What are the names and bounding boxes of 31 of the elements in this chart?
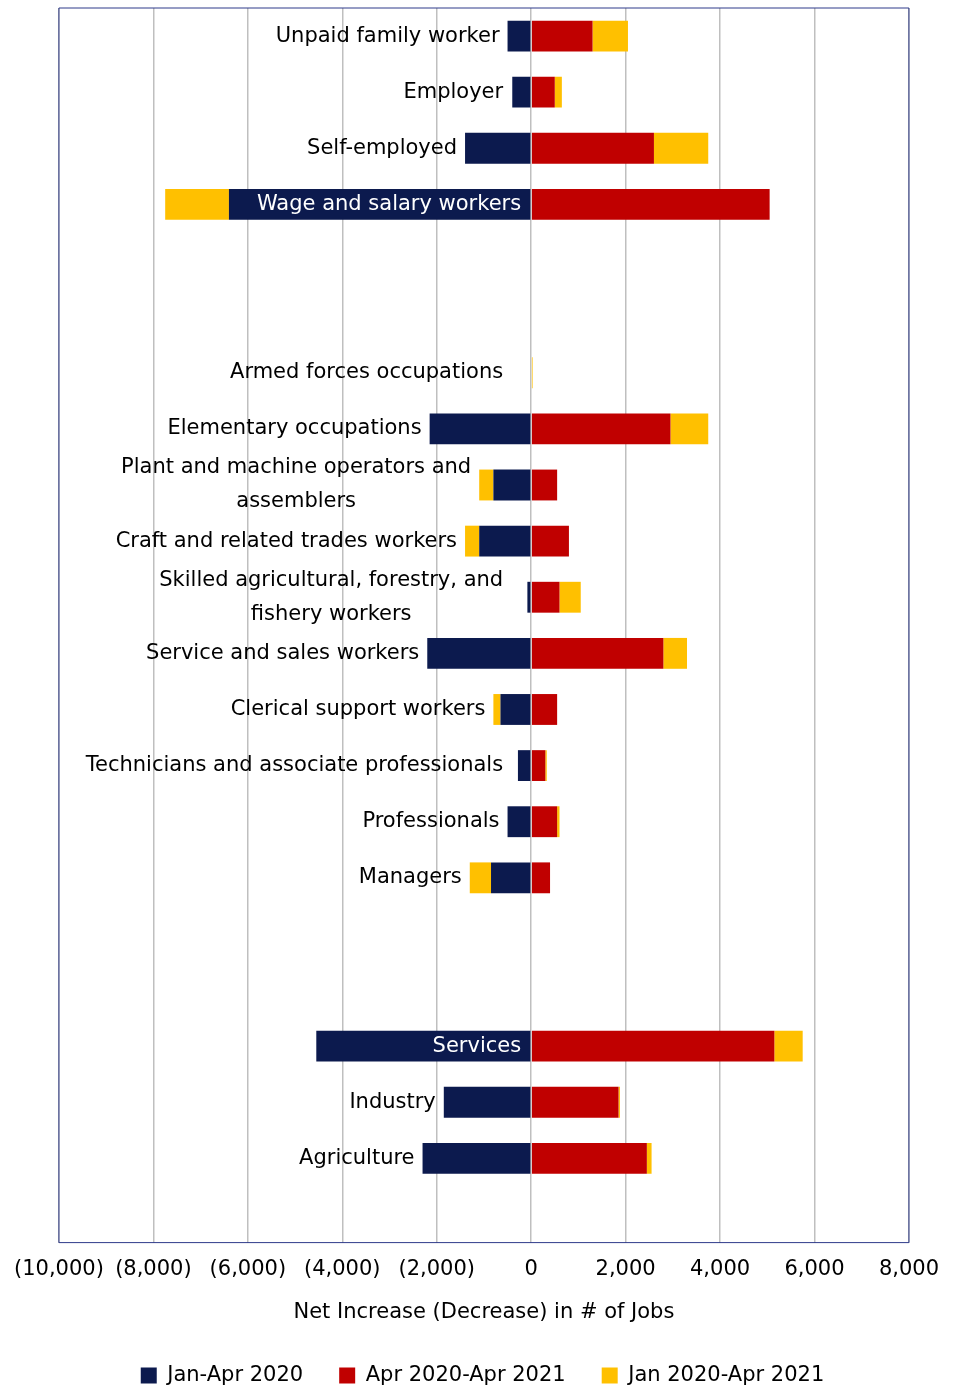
y-tick-label: Industry (349, 1088, 436, 1113)
y-tick-label: Craft and related trades workers (115, 527, 458, 552)
y-tick-label: Clerical support workers (230, 695, 486, 720)
y-tick-label: Elementary occupations (167, 415, 422, 440)
x-tick-label: 0 (524, 1255, 538, 1280)
y-tick-label: Employer (403, 78, 504, 103)
x-tick-label: (8,000) (115, 1255, 192, 1280)
x-tick-label: 8,000 (878, 1255, 939, 1280)
y-tick-label: Wage and salary workers (256, 190, 522, 215)
x-axis-title: Net Increase (Decrease) in # of Jobs (293, 1298, 675, 1323)
y-tick-label: Managers (358, 864, 462, 889)
y-tick-label: Professionals (362, 808, 500, 833)
x-tick-label: 2,000 (595, 1255, 656, 1280)
y-tick-label: Armed forces occupations (230, 359, 504, 384)
legend-label: Apr 2020-Apr 2021 (365, 1361, 566, 1386)
x-tick-label: (4,000) (304, 1255, 381, 1280)
x-tick-label: 4,000 (689, 1255, 751, 1280)
y-tick-label: Services (432, 1032, 522, 1057)
y-tick-label: Technicians and associate professionals (84, 752, 504, 777)
x-tick-label: (2,000) (398, 1255, 475, 1280)
y-tick-label: Self-employed (307, 134, 458, 159)
y-tick-label: Agriculture (299, 1144, 415, 1169)
x-tick-label: (6,000) (209, 1255, 287, 1280)
y-tick-label: Plant and machine operators and assemblers (121, 454, 472, 513)
x-tick-label: 6,000 (784, 1255, 845, 1280)
y-tick-label: Service and sales workers (146, 639, 420, 664)
legend-label: Jan-Apr 2020 (165, 1361, 304, 1386)
legend-label: Jan 2020-Apr 2021 (626, 1361, 825, 1386)
y-tick-label: Skilled agricultural, forestry, and fishery workers (159, 566, 504, 625)
x-tick-label: (10,000) (14, 1255, 104, 1280)
y-tick-label: Unpaid family worker (275, 22, 500, 47)
